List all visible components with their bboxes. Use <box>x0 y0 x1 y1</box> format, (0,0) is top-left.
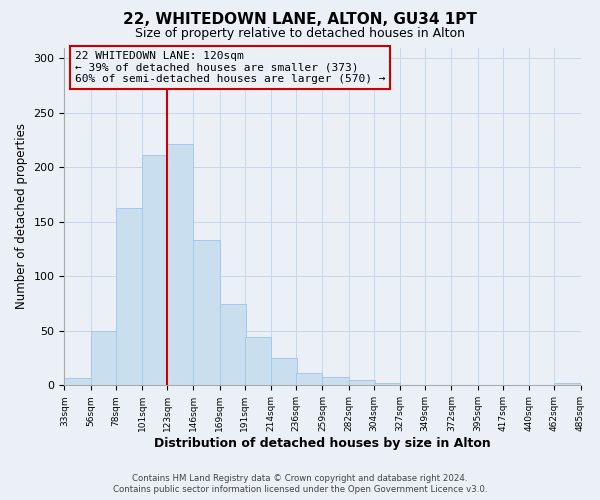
Text: Size of property relative to detached houses in Alton: Size of property relative to detached ho… <box>135 28 465 40</box>
Bar <box>116 208 142 386</box>
Text: 22, WHITEDOWN LANE, ALTON, GU34 1PT: 22, WHITEDOWN LANE, ALTON, GU34 1PT <box>123 12 477 28</box>
Bar <box>245 338 271 386</box>
Bar <box>167 144 193 386</box>
Bar <box>349 380 375 386</box>
Bar <box>193 240 220 386</box>
Y-axis label: Number of detached properties: Number of detached properties <box>15 124 28 310</box>
Bar <box>322 376 349 386</box>
Bar <box>64 378 91 386</box>
X-axis label: Distribution of detached houses by size in Alton: Distribution of detached houses by size … <box>154 437 491 450</box>
Bar <box>271 358 298 386</box>
Bar <box>220 304 246 386</box>
Text: Contains HM Land Registry data © Crown copyright and database right 2024.
Contai: Contains HM Land Registry data © Crown c… <box>113 474 487 494</box>
Bar <box>142 156 169 386</box>
Bar <box>91 331 117 386</box>
Bar <box>554 383 581 386</box>
Text: 22 WHITEDOWN LANE: 120sqm
← 39% of detached houses are smaller (373)
60% of semi: 22 WHITEDOWN LANE: 120sqm ← 39% of detac… <box>75 51 385 84</box>
Bar <box>374 383 400 386</box>
Bar <box>296 374 322 386</box>
